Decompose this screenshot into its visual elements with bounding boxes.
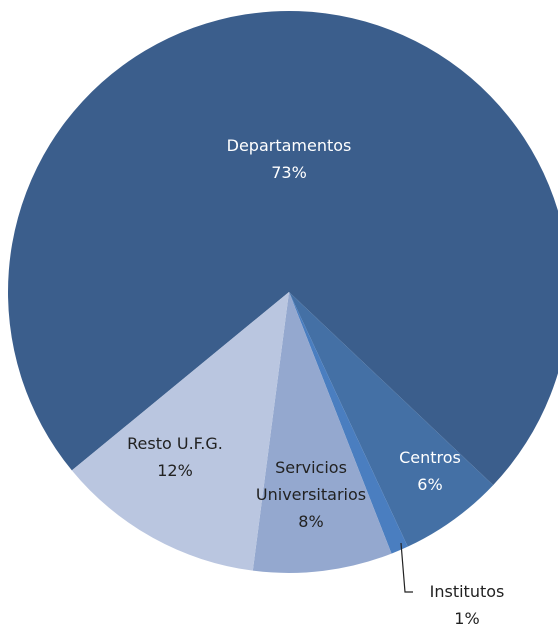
slice-label: Centros 6% (365, 444, 495, 498)
category-label: Resto U.F.G. (127, 434, 223, 453)
category-label: Centros (399, 448, 461, 467)
slice-label: Resto U.F.G. 12% (110, 430, 240, 484)
pie-slice (289, 292, 494, 547)
slice-label: Departamentos 73% (224, 132, 354, 186)
category-label: Departamentos (226, 136, 352, 155)
pie-slice (252, 292, 392, 573)
slice-label: Servicios Universitarios 8% (246, 454, 376, 535)
value-label: 1% (454, 609, 480, 628)
category-label: Servicios Universitarios (255, 458, 367, 504)
pie-slice (8, 11, 558, 486)
leader-line (400, 542, 413, 593)
value-label: 73% (271, 163, 307, 182)
slice-label: Institutos 1% (402, 578, 532, 632)
value-label: 8% (298, 512, 324, 531)
pie-slice (289, 292, 408, 554)
value-label: 6% (417, 475, 443, 494)
value-label: 12% (157, 461, 193, 480)
pie-slice (71, 292, 289, 571)
category-label: Institutos (429, 582, 505, 601)
